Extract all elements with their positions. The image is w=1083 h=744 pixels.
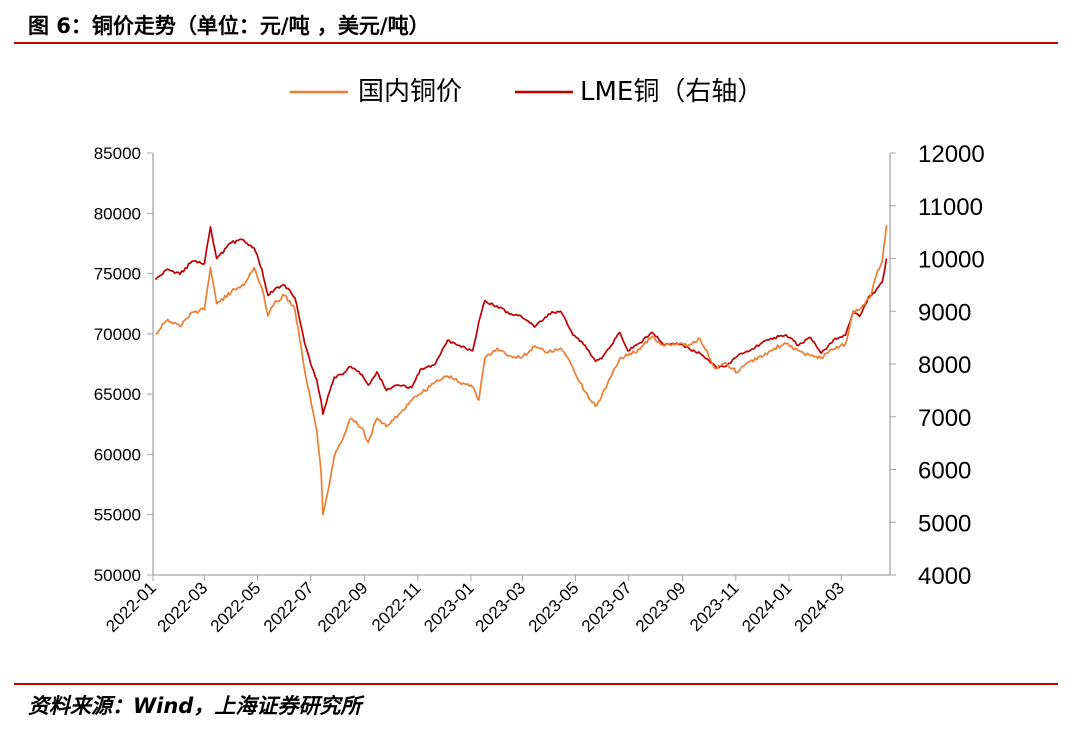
left-tick-label: 50000 [94,566,141,585]
left-tick-label: 75000 [94,265,141,284]
x-tick-label: 2023-01 [420,578,478,636]
series-line-lme [154,226,888,415]
axes: 50000 55000 60000 65000 70000 75000 80000 85000… [94,141,985,636]
right-tick-label: 11000 [918,194,983,221]
x-tick-label: 2022-05 [207,578,265,636]
legend-label-domestic: 国内铜价 [358,77,462,107]
left-tick-label: 85000 [94,144,141,163]
right-tick-label: 6000 [918,458,971,485]
right-tick-label: 12000 [918,141,985,168]
x-tick-label: 2023-07 [578,578,636,636]
x-tick-label: 2023-05 [525,578,583,636]
right-tick-label: 10000 [918,247,985,274]
right-tick-label: 7000 [918,405,971,432]
figure-title: 图 6：铜价走势（单位：元/吨 ，美元/吨） [28,14,430,38]
x-tick-label: 2024-01 [738,578,796,636]
x-tick-label: 2023-09 [632,578,690,636]
bottom-rule [14,683,1058,685]
source-note: 资料来源：Wind，上海证券研究所 [28,694,362,718]
right-tick-label: 8000 [918,352,971,379]
right-tick-label: 4000 [918,563,971,590]
right-tick-label: 9000 [918,299,971,326]
x-tick-label: 2022-11 [368,578,425,635]
x-tick-label: 2022-01 [102,578,160,636]
legend: 国内铜价 LME铜（右轴） [290,77,763,107]
series-layer [154,225,888,516]
left-tick-label: 80000 [94,204,141,223]
x-tick-label: 2022-09 [314,578,372,636]
left-tick-label: 55000 [94,506,141,525]
left-tick-label: 60000 [94,445,141,464]
x-tick-label: 2022-03 [154,578,212,636]
top-rule [14,42,1058,44]
legend-label-lme: LME铜（右轴） [580,77,763,107]
x-tick-label: 2024-03 [790,578,848,636]
left-tick-label: 70000 [94,325,141,344]
left-tick-label: 65000 [94,385,141,404]
right-tick-label: 5000 [918,510,971,537]
series-line-domestic [155,225,888,516]
x-tick-label: 2023-11 [686,578,743,635]
x-tick-label: 2023-03 [472,578,530,636]
x-tick-label: 2022-07 [260,578,318,636]
